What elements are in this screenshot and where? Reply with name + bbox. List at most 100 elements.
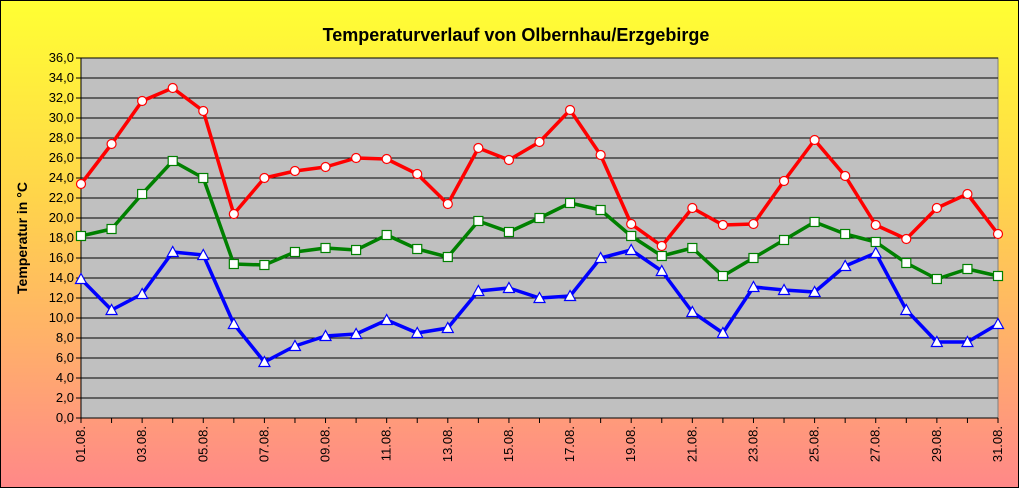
y-tick-label: 2,0 — [56, 390, 74, 405]
data-point — [137, 95, 148, 107]
x-tick-label: 05.08. — [195, 426, 210, 462]
data-point — [777, 283, 791, 296]
data-point — [381, 153, 392, 165]
y-tick-label: 28,0 — [49, 130, 74, 145]
data-point — [289, 165, 301, 177]
data-point — [960, 335, 974, 348]
data-point — [809, 134, 820, 146]
data-point — [838, 259, 852, 272]
data-point — [196, 248, 210, 261]
data-point — [931, 202, 942, 214]
x-tick-label: 23.08. — [745, 426, 760, 462]
data-point — [349, 327, 363, 340]
data-point — [257, 355, 271, 368]
data-point — [105, 303, 119, 316]
x-tick-label: 27.08. — [868, 426, 883, 462]
data-point — [595, 149, 606, 161]
data-point — [412, 168, 423, 180]
y-tick-label: 4,0 — [56, 370, 74, 385]
data-point — [778, 175, 790, 187]
data-point — [931, 273, 942, 285]
data-point — [534, 136, 545, 148]
y-tick-label: 30,0 — [49, 110, 74, 125]
data-point — [870, 219, 881, 231]
data-point — [503, 154, 515, 166]
data-point — [441, 321, 455, 334]
data-point — [687, 242, 698, 254]
data-point — [259, 172, 270, 184]
x-tick-label: 01.08. — [73, 426, 88, 462]
data-point — [685, 305, 699, 318]
data-point — [410, 326, 424, 339]
data-point — [656, 240, 667, 252]
data-point — [228, 258, 239, 270]
data-point — [748, 218, 759, 230]
data-point — [901, 233, 912, 245]
data-point — [808, 285, 822, 298]
data-point — [901, 257, 912, 269]
data-point — [502, 281, 516, 294]
data-point — [962, 263, 973, 275]
x-tick-label: 11.08. — [379, 426, 394, 461]
data-point — [381, 229, 392, 241]
x-tick-label: 07.08. — [256, 426, 271, 462]
data-point — [380, 313, 394, 326]
data-point — [534, 212, 545, 224]
y-tick-label: 26,0 — [49, 150, 74, 165]
data-point — [869, 246, 883, 259]
data-point — [840, 228, 851, 240]
data-point — [594, 251, 608, 264]
y-tick-label: 20,0 — [49, 210, 74, 225]
data-point — [228, 208, 239, 220]
data-point — [75, 178, 87, 190]
data-point — [75, 230, 87, 242]
data-point — [227, 317, 241, 330]
data-point — [624, 243, 638, 256]
y-tick-label: 32,0 — [49, 90, 74, 105]
data-point — [563, 289, 577, 302]
data-point — [656, 250, 667, 262]
x-tick-label: 03.08. — [134, 426, 149, 462]
chart-title: Temperaturverlauf von Olbernhau/Erzgebir… — [323, 25, 710, 45]
data-point — [167, 82, 178, 94]
y-tick-label: 8,0 — [56, 330, 74, 345]
data-point — [687, 202, 698, 214]
x-tick-label: 19.08. — [623, 426, 638, 462]
data-point — [564, 104, 576, 116]
data-point — [870, 236, 881, 248]
data-point — [595, 204, 606, 216]
data-point — [992, 270, 1004, 282]
data-point — [74, 272, 88, 285]
data-point — [319, 329, 333, 342]
data-point — [564, 197, 576, 209]
data-point — [442, 198, 453, 210]
data-point — [471, 284, 485, 297]
data-point — [351, 152, 362, 164]
y-tick-label: 34,0 — [49, 70, 74, 85]
data-point — [106, 138, 117, 150]
y-tick-label: 0,0 — [56, 410, 74, 425]
data-point — [503, 226, 515, 238]
data-point — [991, 317, 1005, 330]
data-point — [442, 251, 453, 263]
data-point — [289, 246, 301, 258]
data-point — [532, 291, 547, 304]
series-group — [74, 82, 1005, 368]
x-tick-label: 13.08. — [440, 426, 455, 462]
x-axis-ticks: 01.08. 03.08. 05.08. 07.08. 09.08. 11.08. 13.0… — [73, 418, 1005, 462]
y-tick-label: 12,0 — [49, 290, 74, 305]
y-tick-label: 36,0 — [49, 50, 74, 65]
data-point — [166, 245, 180, 258]
data-point — [626, 218, 637, 230]
data-point — [167, 155, 178, 167]
data-point — [106, 223, 117, 235]
data-point — [717, 219, 729, 231]
data-point — [992, 228, 1004, 240]
y-tick-label: 24,0 — [49, 170, 74, 185]
x-tick-label: 21.08. — [684, 426, 699, 462]
data-point — [259, 259, 270, 271]
y-tick-label: 14,0 — [49, 270, 74, 285]
data-point — [899, 303, 913, 316]
